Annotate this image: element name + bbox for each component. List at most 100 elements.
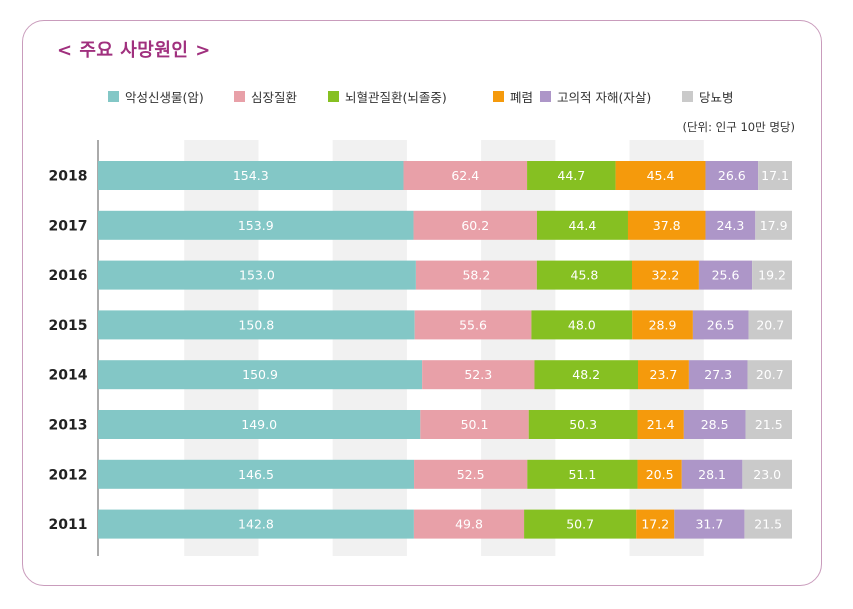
bar-segment (420, 410, 529, 439)
bar-value-label: 153.9 (238, 218, 274, 233)
bar-value-label: 23.7 (650, 367, 678, 382)
unit-note: (단위: 인구 10만 명당) (682, 120, 795, 134)
bar-segment (524, 509, 637, 539)
bar-segment (747, 360, 792, 390)
bar-value-label: 20.7 (756, 317, 784, 332)
bar-value-label: 51.1 (568, 467, 596, 482)
bar-value-label: 52.3 (464, 367, 492, 382)
bar-segment (636, 509, 675, 539)
bar-value-label: 24.3 (716, 218, 744, 233)
bar-value-label: 28.1 (698, 467, 726, 482)
bar-value-label: 55.6 (459, 317, 487, 332)
bar-segment (698, 260, 753, 290)
bar-segment (536, 210, 628, 240)
bar-value-label: 142.8 (238, 517, 274, 532)
bar-segment (98, 161, 404, 190)
bar-value-label: 50.7 (566, 517, 594, 532)
bar-segment (536, 260, 633, 290)
bar-segment (748, 310, 792, 340)
bar-segment (98, 360, 423, 390)
bar-value-label: 44.4 (569, 218, 597, 233)
year-label: 2012 (49, 467, 88, 483)
grid-stripe (481, 140, 556, 556)
bar-segment (705, 161, 759, 190)
bar-segment (705, 210, 756, 240)
year-label: 2017 (49, 218, 88, 234)
bar-segment (531, 310, 633, 340)
bar-segment (742, 459, 792, 489)
bar-value-label: 28.9 (649, 317, 677, 332)
legend-swatch (328, 91, 339, 102)
bar-value-label: 154.3 (233, 168, 269, 183)
bar-value-label: 60.2 (461, 218, 489, 233)
bar-segment (98, 509, 414, 539)
legend-swatch (493, 91, 504, 102)
legend-item: 당뇨병 (682, 87, 734, 106)
bar-value-label: 27.3 (704, 367, 732, 382)
legend-label: 폐렴 (510, 90, 534, 105)
bar-value-label: 149.0 (241, 417, 277, 432)
bar-segment (527, 459, 638, 489)
bar-value-label: 25.6 (712, 268, 740, 283)
bar-segment (403, 161, 528, 190)
bar-value-label: 17.2 (641, 517, 669, 532)
bar-segment (415, 260, 537, 290)
bar-value-label: 23.0 (753, 467, 781, 482)
bar-value-label: 50.1 (461, 417, 489, 432)
bar-value-label: 58.2 (462, 268, 490, 283)
bar-segment (637, 410, 684, 439)
bar-segment (413, 210, 537, 240)
bar-value-label: 17.9 (760, 218, 788, 233)
year-label: 2013 (49, 418, 88, 434)
bar-segment (681, 459, 743, 489)
year-label: 2018 (49, 169, 88, 185)
bar-value-label: 32.2 (652, 268, 680, 283)
bar-value-label: 37.8 (653, 218, 681, 233)
year-label: 2011 (49, 517, 88, 533)
bar-segment (98, 459, 415, 489)
year-label: 2015 (49, 318, 88, 334)
bar-value-label: 26.5 (707, 317, 735, 332)
grid-stripe (629, 140, 704, 556)
bar-value-label: 150.8 (238, 317, 274, 332)
bar-segment (627, 210, 706, 240)
bar-segment (414, 310, 532, 340)
bar-segment (98, 260, 416, 290)
legend-item: 고의적 자해(자살) (540, 87, 651, 106)
bar-value-label: 28.5 (701, 417, 729, 432)
bar-segment (98, 310, 415, 340)
year-label: 2016 (49, 268, 88, 284)
bar-value-label: 52.5 (457, 467, 485, 482)
bar-segment (413, 509, 525, 539)
bar-value-label: 31.7 (695, 517, 723, 532)
legend-label: 악성신생물(암) (125, 90, 204, 105)
bar-segment (637, 360, 689, 390)
bar-value-label: 146.5 (238, 467, 274, 482)
bar-segment (98, 210, 414, 240)
bar-segment (745, 410, 792, 439)
bar-value-label: 49.8 (455, 517, 483, 532)
legend-label: 고의적 자해(자살) (557, 90, 652, 105)
bar-segment (674, 509, 745, 539)
bar-value-label: 48.0 (568, 317, 596, 332)
bar-segment (683, 410, 746, 439)
bar-segment (527, 161, 616, 190)
bar-value-label: 44.7 (557, 168, 585, 183)
bar-value-label: 26.6 (718, 168, 746, 183)
bar-value-label: 20.5 (646, 467, 674, 482)
bar-value-label: 48.2 (572, 367, 600, 382)
bar-value-label: 153.0 (239, 268, 275, 283)
legend-swatch (540, 91, 551, 102)
bar-value-label: 20.7 (756, 367, 784, 382)
bar-value-label: 17.1 (761, 168, 789, 183)
bar-segment (744, 509, 792, 539)
bar-segment (414, 459, 528, 489)
grid-stripe (184, 140, 259, 556)
bar-value-label: 21.4 (647, 417, 675, 432)
chart-title: < 주요 사망원인 > (57, 40, 211, 61)
bar-value-label: 50.3 (569, 417, 597, 432)
bar-segment (688, 360, 748, 390)
bar-segment (755, 210, 792, 240)
legend-item: 폐렴 (493, 87, 533, 106)
